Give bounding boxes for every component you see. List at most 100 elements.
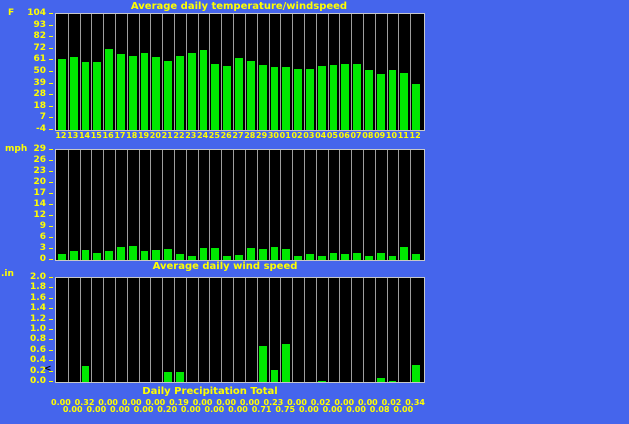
precip-value-label: 0.00 — [121, 398, 142, 407]
column-grid-line — [315, 278, 317, 382]
column-grid-line — [362, 14, 364, 130]
wind-speed-bar — [211, 247, 220, 260]
column-grid-line — [126, 278, 128, 382]
column-grid-line — [339, 150, 341, 260]
precipitation-y-tick-label: 1.2 — [30, 313, 46, 324]
column-grid-line — [362, 278, 364, 382]
day-axis-label: 12 — [409, 131, 421, 140]
precip-axis-marker: < — [44, 364, 52, 374]
column-grid-line — [91, 278, 93, 382]
temperature-bar — [223, 65, 232, 130]
precipitation-y-tick-label: 1.0 — [30, 324, 46, 334]
precip-value-label: 0.00 — [133, 405, 154, 414]
precip-value-label: 0.00 — [98, 398, 118, 407]
precip-value-label: 0.00 — [145, 398, 166, 407]
day-axis-label: 08 — [362, 131, 374, 140]
temperature-bar — [258, 64, 267, 130]
column-grid-line — [221, 14, 223, 130]
precip-value-label: 0.19 — [169, 398, 189, 407]
column-grid-line — [221, 150, 223, 260]
precipitation-plot — [55, 277, 425, 383]
precip-value-label: 0.02 — [310, 398, 331, 407]
column-grid-line — [185, 278, 187, 382]
column-grid-line — [150, 150, 152, 260]
column-grid-line — [209, 150, 211, 260]
column-grid-line — [268, 150, 270, 260]
temperature-bar — [199, 49, 208, 130]
wind-speed-bar — [128, 246, 137, 260]
temperature-y-tick-label: 93 — [33, 19, 46, 30]
day-axis-label: 12 — [55, 131, 67, 140]
column-grid-line — [162, 150, 164, 260]
wind-speed-y-tick-dash — [49, 160, 53, 161]
temperature-bar — [270, 66, 279, 130]
column-grid-line — [197, 150, 199, 260]
column-grid-line — [174, 278, 176, 382]
temperature-bar — [152, 57, 161, 130]
precip-value-label: 0.00 — [62, 405, 83, 414]
wind-speed-y-tick-label: 9 — [39, 221, 46, 231]
precip-value-label: 0.71 — [251, 405, 272, 414]
day-axis-label: 26 — [220, 131, 232, 140]
precipitation-y-tick-dash — [49, 339, 53, 341]
temperature-bar — [187, 52, 196, 130]
column-grid-line — [91, 14, 93, 130]
day-axis-label: 11 — [397, 131, 409, 140]
day-axis-label: 06 — [338, 131, 350, 140]
column-grid-line — [315, 150, 317, 260]
temperature-y-tick-label: 18 — [33, 100, 46, 111]
precip-value-label: 0.23 — [263, 398, 284, 407]
column-grid-line — [138, 278, 140, 382]
precipitation-y-tick-dash — [49, 318, 53, 320]
column-grid-line — [362, 150, 364, 260]
wind-speed-bar — [341, 254, 350, 260]
temperature-bar — [341, 63, 350, 130]
column-grid-line — [150, 278, 152, 382]
temperature-chart-title: Average daily temperature/windspeed — [130, 1, 348, 12]
temperature-bar — [400, 73, 409, 130]
wind-speed-y-tick-dash — [49, 204, 53, 205]
temperature-bar — [164, 61, 173, 130]
precip-value-label: 0.20 — [157, 405, 178, 414]
wind-speed-y-tick-dash — [49, 237, 53, 238]
column-grid-line — [174, 14, 176, 130]
temperature-y-tick-dash — [49, 59, 53, 61]
wind-speed-bar — [223, 256, 232, 260]
day-axis-label: 10 — [385, 131, 398, 140]
wind-speed-bar — [282, 249, 291, 260]
wind-speed-bar — [329, 253, 338, 260]
wind-speed-y-tick-dash — [49, 259, 53, 260]
column-grid-line — [185, 14, 187, 130]
temperature-y-tick-label: -4 — [36, 124, 46, 134]
column-grid-line — [256, 278, 258, 382]
temperature-bar — [58, 59, 66, 130]
temperature-y-tick-dash — [49, 129, 53, 130]
temperature-bar — [317, 65, 326, 130]
precip-value-label: 0.00 — [228, 405, 248, 414]
day-axis-label: 14 — [78, 131, 91, 140]
temperature-bar — [282, 66, 291, 130]
column-grid-line — [233, 14, 235, 130]
temperature-y-tick-dash — [49, 13, 53, 14]
column-grid-line — [162, 14, 164, 130]
column-grid-line — [398, 278, 400, 382]
precipitation-bar — [412, 364, 420, 382]
precip-value-label: 0.08 — [369, 405, 390, 414]
wind-speed-bar — [353, 253, 361, 260]
day-axis-label: 19 — [137, 131, 150, 140]
precipitation-y-tick-dash — [49, 370, 53, 372]
column-grid-line — [150, 14, 152, 130]
precip-value-label: 0.00 — [51, 398, 71, 407]
wind-speed-bar — [246, 247, 255, 260]
temperature-y-tick-dash — [49, 71, 53, 72]
wind-speed-y-tick-dash — [49, 248, 53, 249]
column-grid-line — [103, 14, 105, 130]
wind-speed-bar — [117, 246, 125, 260]
day-axis-label: 16 — [102, 131, 114, 140]
temperature-bar — [305, 68, 314, 130]
column-grid-line — [209, 14, 211, 130]
column-grid-line — [185, 150, 187, 260]
precip-value-label: 0.00 — [239, 398, 260, 407]
precipitation-y-tick-label: 0.8 — [30, 334, 46, 345]
